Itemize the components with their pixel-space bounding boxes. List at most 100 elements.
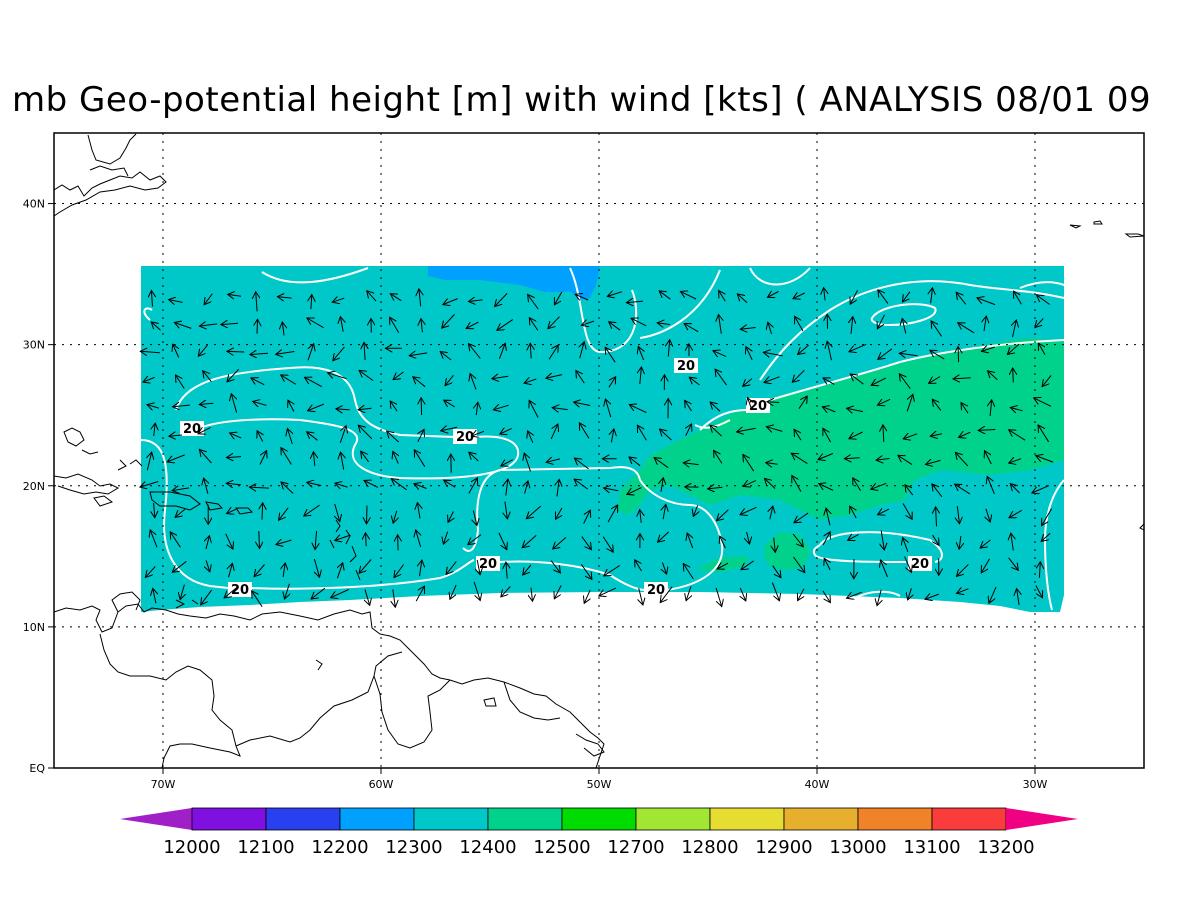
- lat-tick-label: EQ: [29, 762, 45, 775]
- wind-arrow: [824, 288, 826, 301]
- wind-arrow: [683, 463, 699, 465]
- wind-arrow: [550, 560, 560, 573]
- wind-arrow: [498, 532, 507, 550]
- wind-arrow: [500, 428, 512, 434]
- wind-arrow: [257, 431, 263, 442]
- wind-arrow: [955, 484, 971, 495]
- height-fill-12400: [618, 338, 1064, 520]
- wind-arrow: [604, 488, 619, 491]
- wind-arrow: [147, 405, 160, 409]
- wind-arrow: [440, 352, 452, 361]
- wind-arrow: [556, 507, 562, 519]
- colorbar-label: 13100: [903, 837, 960, 858]
- wind-arrow: [990, 400, 992, 417]
- wind-arrow: [743, 455, 755, 472]
- colorbar-label: 12500: [533, 837, 590, 858]
- wind-arrow: [548, 345, 558, 360]
- wind-arrow: [305, 377, 323, 388]
- wind-arrow: [226, 483, 242, 485]
- wind-arrow: [631, 318, 647, 327]
- wind-arrow: [140, 351, 160, 352]
- contour-labels: 20 20 20 20 20 20 20 20: [180, 358, 932, 598]
- wind-arrow: [225, 533, 233, 549]
- wind-arrow: [554, 585, 562, 598]
- wind-arrow: [822, 532, 830, 546]
- wind-arrow: [668, 340, 669, 357]
- wind-arrow: [281, 448, 292, 465]
- colorbar-label: 12400: [459, 837, 516, 858]
- wind-arrow: [902, 291, 911, 302]
- colorbar: 12000 12100 12200 12300 12400 12500 12700 12800…: [120, 807, 1078, 858]
- wind-arrow: [335, 483, 348, 487]
- wind-arrow: [227, 368, 240, 382]
- wind-arrow: [819, 484, 834, 491]
- wind-arrow: [444, 400, 455, 407]
- contour-label: 20: [183, 422, 201, 437]
- coast-south-america: [54, 603, 605, 768]
- wind-arrow: [446, 561, 457, 575]
- wind-arrow: [1017, 589, 1020, 606]
- wind-arrow: [710, 425, 723, 437]
- wind-arrow: [154, 502, 155, 518]
- wind-arrow: [172, 488, 190, 491]
- wind-arrow: [227, 457, 242, 458]
- wind-arrow: [359, 370, 374, 382]
- coast-caribbean: [63, 427, 85, 447]
- wind-arrow: [719, 291, 726, 302]
- wind-arrow: [251, 378, 265, 386]
- wind-arrow: [746, 347, 753, 361]
- wind-arrow: [767, 402, 780, 403]
- wind-arrow: [961, 403, 969, 414]
- wind-arrow: [493, 405, 509, 410]
- colorbar-label: 12800: [681, 837, 738, 858]
- contour-label: 20: [479, 557, 497, 572]
- wind-arrow: [579, 423, 590, 439]
- wind-arrow: [903, 434, 918, 439]
- wind-arrow: [470, 374, 477, 390]
- wind-arrow: [333, 346, 345, 361]
- colorbar-segment: [413, 807, 489, 831]
- wind-arrow: [766, 427, 783, 432]
- wind-arrow: [498, 343, 505, 359]
- wind-arrow: [339, 426, 346, 444]
- wind-arrow: [1009, 459, 1022, 463]
- wind-arrow: [468, 478, 478, 494]
- wind-arrow: [824, 558, 830, 571]
- wind-arrow: [715, 369, 728, 386]
- wind-arrow: [442, 314, 455, 328]
- wind-arrow: [314, 558, 319, 577]
- wind-arrow: [602, 536, 613, 553]
- wind-arrow: [1009, 509, 1023, 518]
- wind-arrow: [506, 479, 508, 496]
- wind-arrow: [531, 587, 533, 602]
- wind-arrow: [772, 565, 781, 578]
- wind-arrow: [285, 583, 290, 599]
- wind-arrow: [871, 482, 887, 489]
- colorbar-segment: [635, 807, 711, 831]
- wind-arrow: [876, 459, 890, 461]
- wind-arrow: [638, 347, 643, 361]
- wind-arrow: [227, 351, 245, 352]
- colorbar-label: 12100: [237, 837, 294, 858]
- colorbar-label: 13200: [977, 837, 1034, 858]
- wind-arrow: [1010, 484, 1020, 494]
- wind-arrow: [847, 591, 862, 598]
- wind-arrow: [548, 316, 560, 329]
- wind-arrow: [792, 533, 803, 547]
- wind-arrow: [417, 429, 424, 443]
- wind-arrow: [798, 588, 804, 601]
- wind-arrow: [1032, 485, 1050, 493]
- wind-arrow: [1013, 368, 1014, 383]
- wind-arrow: [153, 588, 156, 604]
- wind-arrow: [167, 454, 185, 462]
- wind-arrow: [980, 539, 991, 548]
- wind-arrow: [902, 503, 912, 520]
- wind-arrow: [823, 428, 832, 443]
- wind-arrow: [450, 584, 457, 599]
- wind-arrow: [987, 476, 995, 495]
- wind-arrow: [710, 402, 721, 412]
- wind-arrow: [575, 294, 589, 300]
- wind-arrow: [471, 431, 485, 436]
- wind-arrow: [199, 403, 214, 404]
- wind-arrow: [878, 399, 891, 405]
